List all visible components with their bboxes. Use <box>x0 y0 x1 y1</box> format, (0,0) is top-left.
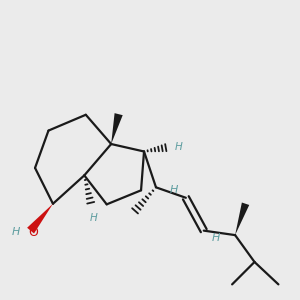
Text: H: H <box>170 185 178 195</box>
Polygon shape <box>235 202 249 235</box>
Text: H: H <box>12 227 20 237</box>
Text: H: H <box>175 142 182 152</box>
Polygon shape <box>111 113 123 144</box>
Text: H: H <box>89 213 97 223</box>
Text: H: H <box>212 233 220 243</box>
Text: O: O <box>28 226 38 238</box>
Polygon shape <box>27 204 53 233</box>
